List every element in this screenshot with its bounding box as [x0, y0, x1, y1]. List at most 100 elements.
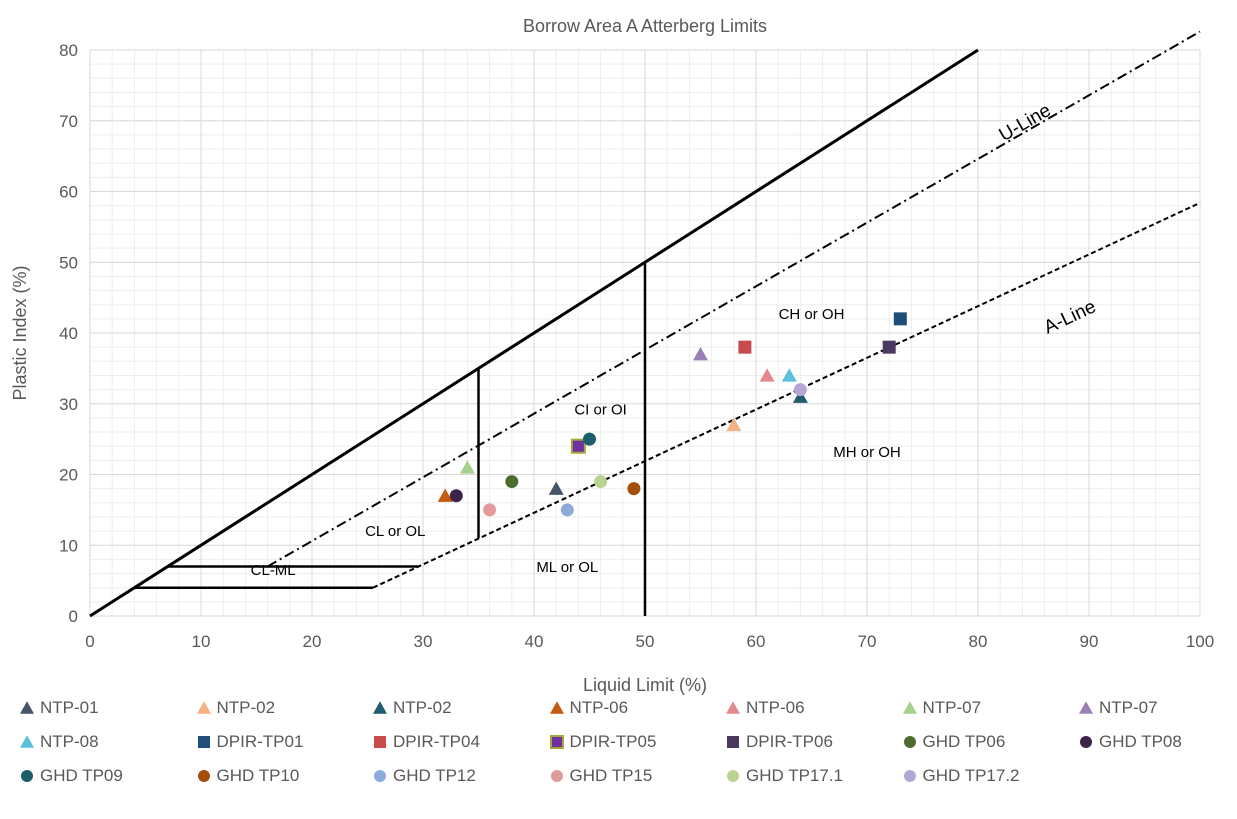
legend-marker: [374, 770, 386, 782]
region-label: CL or OL: [365, 523, 425, 540]
y-axis-label: Plastic Index (%): [10, 265, 30, 400]
legend-marker-shape: [197, 736, 210, 748]
legend-item: GHD TP17.2: [903, 766, 1020, 786]
data-point: [570, 438, 586, 454]
legend-item: DPIR-TP05: [549, 732, 657, 752]
y-tick-label: 40: [59, 324, 78, 343]
tick-labels: 0 10 20 30 40 50 60 70 80 90 100 0 10 20 30 40 50 60 70 80: [59, 41, 1214, 651]
legend-marker: [373, 701, 387, 714]
data-point: [726, 417, 742, 432]
data-point: [505, 475, 519, 489]
legend-marker-shape: [373, 701, 387, 714]
legend-label: NTP-02: [393, 698, 452, 717]
y-tick-label: 50: [59, 253, 78, 272]
legend-marker: [374, 736, 386, 748]
a-line-label: A-Line: [1041, 296, 1100, 338]
legend-marker: [197, 736, 210, 748]
region-label: MH or OH: [833, 444, 901, 461]
legend-marker-shape: [726, 701, 740, 714]
legend-item: GHD TP06: [903, 732, 1005, 752]
data-point: [483, 503, 497, 517]
legend-label: NTP-01: [40, 698, 99, 717]
legend-label: NTP-07: [922, 698, 982, 717]
legend-marker: [21, 770, 33, 782]
legend-label: GHD TP17.1: [746, 766, 844, 785]
x-tick-label: 70: [858, 632, 877, 651]
legend-item: DPIR-TP01: [197, 732, 303, 752]
y-tick-label: 20: [59, 466, 78, 485]
legend-item: NTP-07: [902, 698, 982, 718]
legend-marker-shape: [549, 735, 564, 749]
y-tick-label: 80: [59, 41, 78, 60]
legend-item: GHD TP17.1: [726, 766, 843, 786]
legend-item: NTP-06: [726, 698, 805, 718]
data-point: [594, 475, 608, 489]
legend-marker-shape: [374, 770, 386, 782]
region-label: CL-ML: [251, 562, 296, 579]
data-point: [560, 503, 574, 517]
legend-marker: [550, 770, 563, 782]
legend-label: NTP-02: [216, 698, 276, 717]
chart-svg: Borrow Area A Atterberg Limits 0 10 20 30 40…: [10, 16, 1214, 695]
legend-marker: [726, 701, 740, 714]
legend-marker: [727, 736, 739, 748]
legend-marker-shape: [903, 736, 916, 748]
legend-item: DPIR-TP04: [373, 732, 480, 752]
legend-marker-shape: [902, 701, 917, 714]
legend-marker: [549, 735, 564, 749]
legend-marker-shape: [903, 770, 916, 782]
legend-item: NTP-08: [20, 732, 99, 752]
legend-marker: [196, 701, 211, 714]
legend-item: NTP-07: [1079, 698, 1158, 718]
legend-label: DPIR-TP05: [569, 732, 657, 751]
legend-label: NTP-08: [40, 732, 99, 751]
legend-label: NTP-06: [569, 698, 629, 717]
x-tick-label: 40: [525, 632, 544, 651]
legend-marker: [1080, 736, 1092, 748]
legend-marker-shape: [549, 701, 564, 714]
legend-label: NTP-06: [746, 698, 805, 717]
legend-label: DPIR-TP06: [746, 732, 833, 751]
legend-label: GHD TP10: [216, 766, 300, 785]
legend-item: NTP-02: [373, 698, 452, 718]
legend-item: GHD TP12: [373, 766, 476, 786]
x-tick-label: 60: [747, 632, 766, 651]
legend-marker: [727, 770, 739, 782]
data-point: [459, 460, 475, 474]
upper-limit-line: [89, 48, 979, 618]
legend-marker-shape: [550, 770, 563, 782]
x-tick-label: 90: [1080, 632, 1099, 651]
u-line: [267, 30, 1201, 568]
x-tick-label: 0: [85, 632, 94, 651]
legend-label: GHD TP15: [569, 766, 653, 785]
data-point: [627, 482, 641, 496]
plasticity-boundaries: [89, 30, 1201, 618]
legend-label: GHD TP09: [40, 766, 123, 785]
x-tick-label: 80: [969, 632, 988, 651]
data-point: [792, 389, 808, 403]
legend-item: GHD TP15: [550, 766, 653, 786]
x-tick-label: 10: [192, 632, 211, 651]
x-tick-label: 100: [1186, 632, 1214, 651]
data-point: [781, 368, 797, 382]
data-point: [449, 489, 463, 503]
legend-marker: [20, 735, 34, 748]
data-point: [893, 312, 907, 326]
legend-marker-shape: [21, 770, 33, 782]
legend-marker-shape: [197, 770, 210, 782]
x-tick-label: 30: [414, 632, 433, 651]
legend-item: NTP-02: [196, 698, 276, 718]
legend-marker: [20, 701, 34, 714]
y-tick-label: 60: [59, 183, 78, 202]
legend-marker-shape: [727, 736, 739, 748]
legend-marker-shape: [20, 701, 34, 714]
data-point: [583, 432, 596, 446]
legend-marker: [903, 770, 916, 782]
legend-item: GHD TP10: [197, 766, 300, 786]
y-tick-label: 30: [59, 395, 78, 414]
legend-label: GHD TP12: [393, 766, 476, 785]
legend-item: NTP-06: [549, 698, 629, 718]
legend-item: GHD TP09: [20, 766, 123, 786]
data-point: [693, 347, 708, 361]
